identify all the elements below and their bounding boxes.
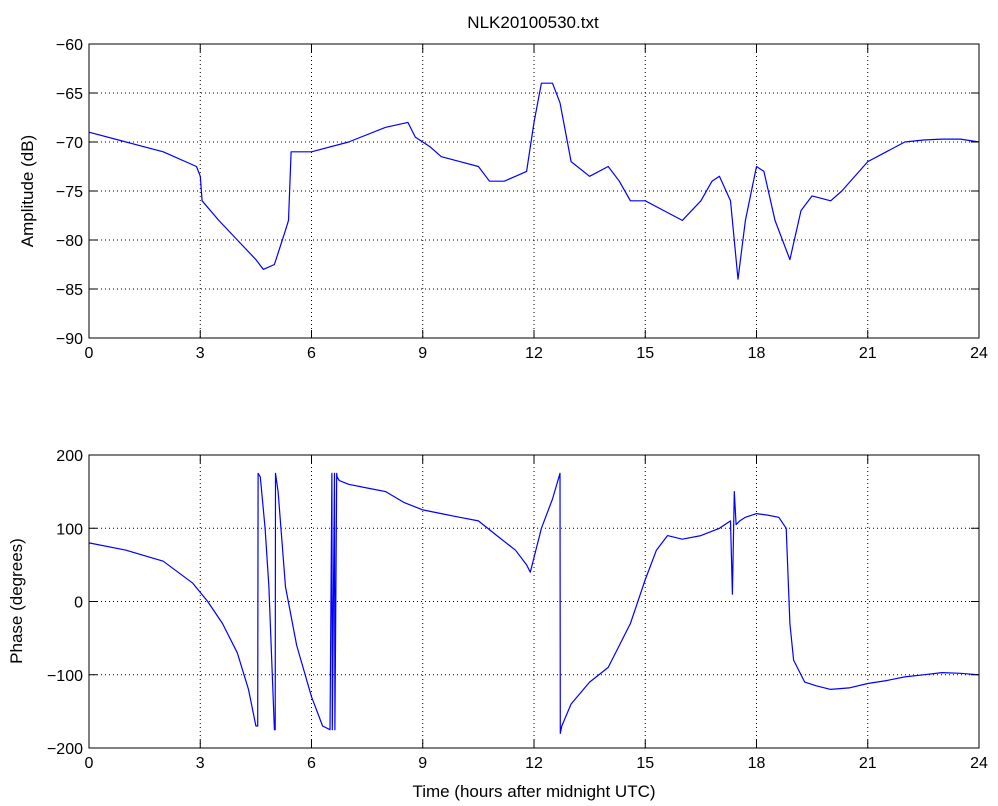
y-tick-label: −60 <box>56 37 83 54</box>
x-tick-label: 24 <box>970 345 988 362</box>
y-tick-label: 200 <box>56 448 83 465</box>
y-tick-label: −70 <box>56 135 83 152</box>
y-tick-label: −80 <box>56 233 83 250</box>
amplitude-y-axis-label: Amplitude (dB) <box>18 135 37 247</box>
phase-ticks: 0 3 6 9 12 15 18 21 24 −200 −100 0 100 200 <box>47 448 988 772</box>
amplitude-series <box>88 82 980 280</box>
x-tick-label: 6 <box>307 345 316 362</box>
x-tick-label: 3 <box>196 345 205 362</box>
y-tick-label: −75 <box>56 184 83 201</box>
y-tick-label: −90 <box>56 331 83 348</box>
x-tick-label: 6 <box>307 755 316 772</box>
x-tick-label: 18 <box>748 345 766 362</box>
phase-axes: 0 3 6 9 12 15 18 21 24 −200 −100 0 100 200 Phase (deg… <box>7 448 988 801</box>
y-tick-label: −85 <box>56 282 83 299</box>
x-tick-label: 18 <box>748 755 766 772</box>
amplitude-axes: 0 3 6 9 12 15 18 21 24 −90 −85 −80 −75 −70 −65 −60 Ampl… <box>18 37 988 362</box>
x-tick-label: 21 <box>859 755 877 772</box>
y-tick-label: 100 <box>56 521 83 538</box>
amplitude-grid <box>89 44 979 338</box>
phase-series <box>88 472 980 735</box>
x-tick-label: 15 <box>636 755 654 772</box>
series-line <box>88 472 980 735</box>
x-tick-label: 9 <box>418 345 427 362</box>
y-tick-label: 0 <box>74 595 83 612</box>
phase-grid <box>89 455 979 748</box>
y-tick-label: −200 <box>47 741 83 758</box>
figure-title: NLK20100530.txt <box>467 13 599 32</box>
y-tick-label: −100 <box>47 668 83 685</box>
x-tick-label: 24 <box>970 755 988 772</box>
y-tick-label: −65 <box>56 86 83 103</box>
x-tick-label: 12 <box>525 755 543 772</box>
x-tick-label: 12 <box>525 345 543 362</box>
x-tick-label: 0 <box>85 345 94 362</box>
phase-y-axis-label: Phase (degrees) <box>7 538 26 664</box>
x-tick-label: 0 <box>85 755 94 772</box>
series-line <box>88 82 980 280</box>
x-tick-label: 3 <box>196 755 205 772</box>
x-tick-label: 9 <box>418 755 427 772</box>
amplitude-ticks: 0 3 6 9 12 15 18 21 24 −90 −85 −80 −75 −70 −65 −60 <box>56 37 988 362</box>
phase-x-axis-label: Time (hours after midnight UTC) <box>412 782 655 801</box>
x-tick-label: 21 <box>859 345 877 362</box>
x-tick-label: 15 <box>636 345 654 362</box>
